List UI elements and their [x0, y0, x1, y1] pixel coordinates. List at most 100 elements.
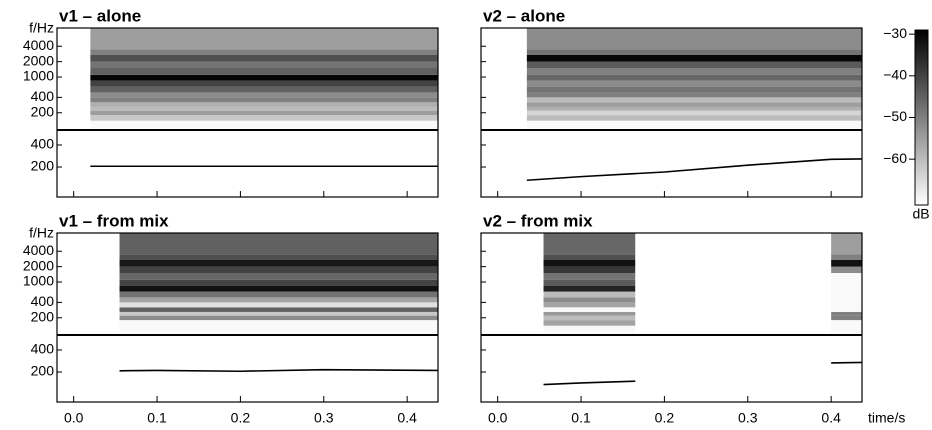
spectrogram-cell — [543, 266, 636, 274]
spectrogram-cell — [526, 86, 862, 93]
spectrogram-cell — [543, 307, 636, 312]
spectrogram-cell — [543, 233, 636, 255]
spectrogram-cell — [119, 302, 439, 308]
colorbar-tick-label: −40 — [883, 67, 907, 83]
spectrogram-cell — [831, 291, 862, 298]
spectrogram-cell — [119, 233, 439, 255]
colorbar — [914, 29, 929, 206]
spectrogram-cell — [831, 285, 862, 292]
spectrogram-cell — [526, 92, 862, 98]
spectrogram-cell — [526, 54, 862, 62]
y-axis-label: f/Hz — [29, 20, 54, 36]
spectrogram-cell — [90, 97, 438, 103]
spectrogram-cell — [543, 302, 636, 308]
spectrogram-cell — [526, 61, 862, 69]
spectrogram-cell — [831, 233, 862, 255]
spectrogram-cell — [526, 115, 862, 121]
colorbar-tick-label: −50 — [883, 108, 907, 124]
x-tick-label: 0.4 — [821, 410, 841, 426]
spectrogram-cell — [526, 106, 862, 111]
x-tick-label: 0.0 — [64, 410, 84, 426]
spectrogram-cell — [526, 97, 862, 103]
spectrogram-cell — [831, 259, 862, 267]
spectrogram-cell — [526, 68, 862, 75]
colorbar-label: dB — [912, 206, 929, 222]
spectrogram-cell — [831, 254, 862, 260]
spectrogram-cell — [543, 273, 636, 280]
x-tick-label: 0.1 — [571, 410, 591, 426]
y-tick-label: 2000 — [23, 52, 54, 68]
spectrogram-cell — [543, 311, 636, 316]
y-axis-label: f/Hz — [29, 225, 54, 241]
spectrogram-cell — [119, 266, 439, 274]
spectrogram-cell — [119, 259, 439, 267]
colorbar-tick-label: −60 — [883, 150, 907, 166]
spectrogram-cell — [526, 110, 862, 116]
spectrogram-cell — [831, 266, 862, 274]
panel-title: v2 – from mix — [483, 211, 593, 230]
y-tick-label: 1000 — [23, 273, 54, 289]
pitch-track — [543, 380, 636, 386]
x-tick-label: 0.3 — [314, 410, 334, 426]
x-tick-label: 0.2 — [655, 410, 675, 426]
pitch-track — [119, 368, 439, 373]
panel-frame — [480, 232, 863, 403]
spectrogram-cell — [543, 320, 636, 326]
y-tick-label: 2000 — [23, 257, 54, 273]
spectrogram-cell — [543, 315, 636, 321]
y-tick-label: 200 — [31, 158, 55, 174]
spectrogram-cell — [119, 254, 439, 260]
panel-title: v2 – alone — [483, 6, 565, 25]
spectrogram-cell — [119, 273, 439, 280]
spectrogram-cell — [526, 80, 862, 87]
spectrogram-cell — [543, 279, 636, 286]
spectrogram-cell — [526, 49, 862, 55]
spectrogram-cell — [119, 325, 439, 334]
spectrogram-cell — [831, 320, 862, 326]
spectrogram-cell — [831, 315, 862, 321]
spectrogram-cell — [119, 297, 439, 303]
y-tick-label: 400 — [31, 136, 55, 152]
spectrogram-cell — [90, 106, 438, 111]
spectrogram-cell — [90, 80, 438, 87]
spectrogram-cell — [831, 297, 862, 303]
spectrogram-cell — [90, 102, 438, 107]
pitch-track — [526, 158, 863, 182]
spectrogram-cell — [90, 28, 438, 50]
spectrogram-cell — [119, 320, 439, 326]
spectrogram-cell — [119, 291, 439, 298]
spectrogram-cell — [90, 86, 438, 93]
spectrogram-cell — [526, 102, 862, 107]
x-tick-label: 0.1 — [147, 410, 167, 426]
spectrogram-cell — [831, 279, 862, 286]
spectrogram-cell — [543, 254, 636, 260]
spectrogram-cell — [543, 325, 636, 334]
y-tick-label: 1000 — [23, 68, 54, 84]
spectrogram-cell — [119, 279, 439, 286]
spectrogram-cell — [90, 92, 438, 98]
panel-title: v1 – alone — [59, 6, 141, 25]
y-tick-label: 200 — [31, 103, 55, 119]
spectrogram-cell — [543, 297, 636, 303]
spectrogram-cell — [526, 28, 862, 50]
spectrogram-cell — [90, 61, 438, 69]
spectrogram-cell — [90, 74, 438, 81]
y-tick-label: 400 — [31, 293, 55, 309]
y-tick-label: 400 — [31, 88, 55, 104]
spectrogram-cell — [831, 307, 862, 312]
spectrogram-cell — [831, 273, 862, 280]
spectrogram-cell — [90, 120, 438, 129]
panel-title: v1 – from mix — [59, 211, 169, 230]
spectrogram-cell — [119, 311, 439, 316]
spectrogram-cell — [119, 315, 439, 321]
spectrogram-cell — [831, 311, 862, 316]
spectrogram-cell — [526, 74, 862, 81]
spectrogram-cell — [543, 259, 636, 267]
spectrogram-cell — [90, 54, 438, 62]
spectrogram-cell — [543, 285, 636, 292]
spectrogram-cell — [90, 49, 438, 55]
x-tick-label: 0.2 — [231, 410, 251, 426]
spectrogram-cell — [119, 285, 439, 292]
spectrogram-cell — [526, 120, 862, 129]
